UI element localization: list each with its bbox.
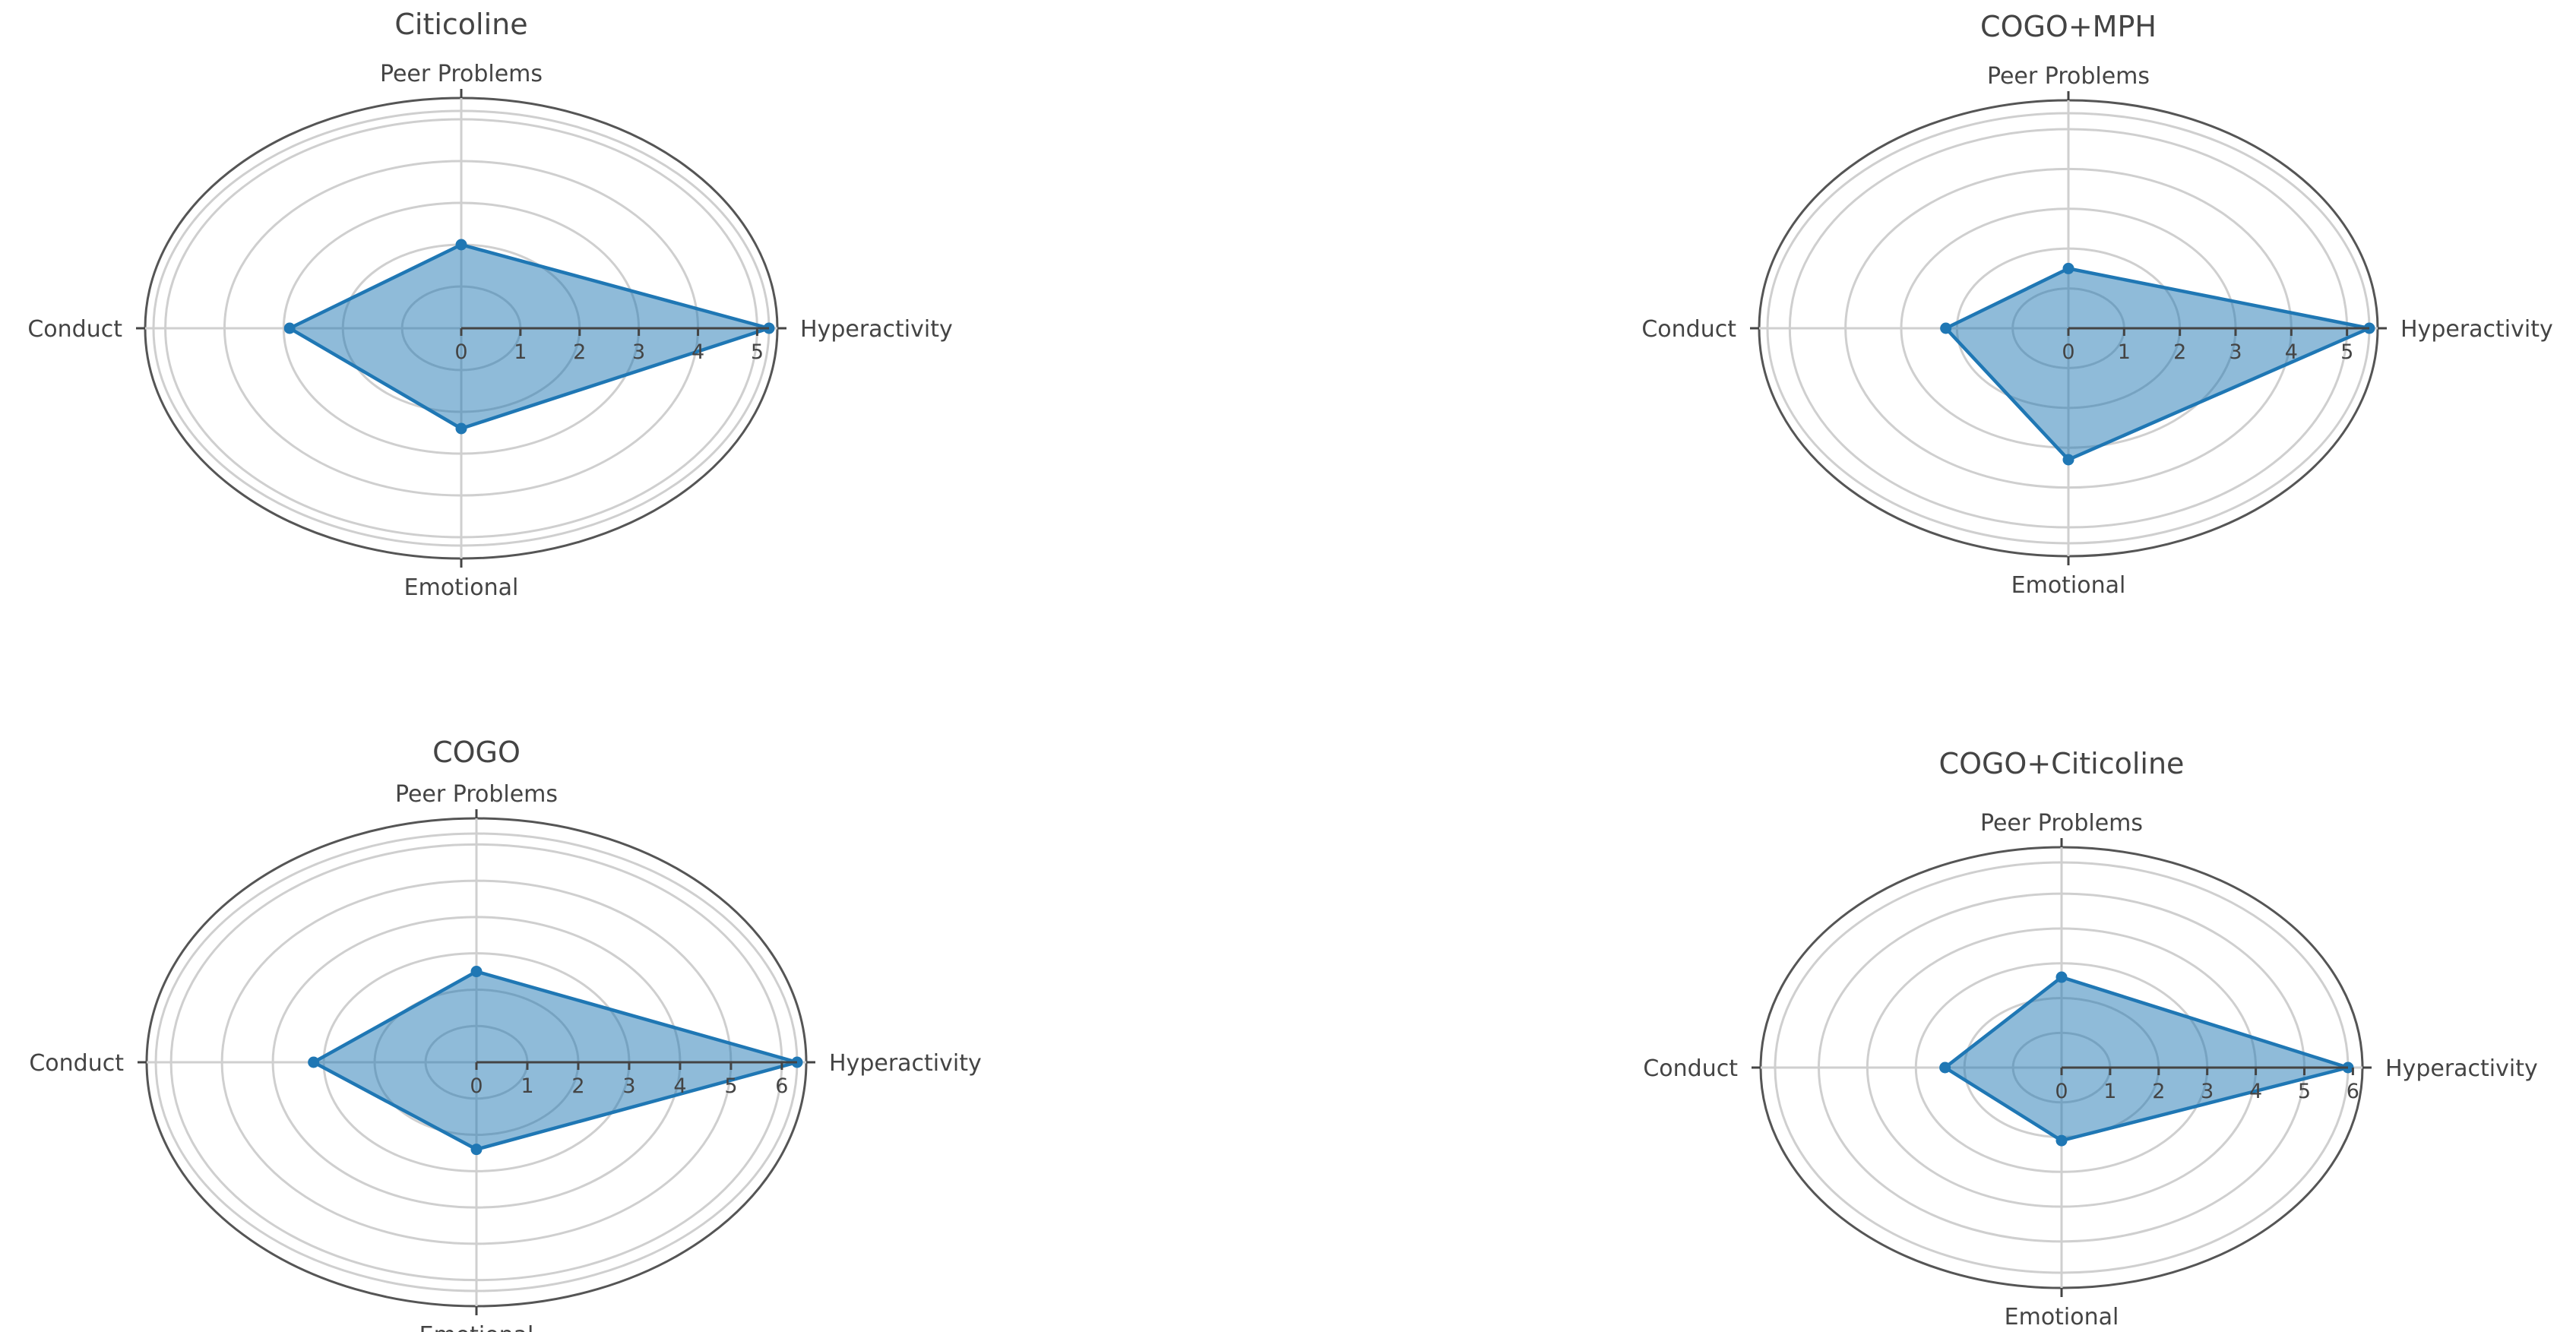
radial-tick-label: 3 — [622, 1074, 635, 1098]
radar-panel-cogo-mph: COGO+MPH 0 1 2 3 4 5 Hyperactivity Peer Problems… — [1641, 10, 2552, 599]
data-point-conduct — [1939, 1061, 1951, 1074]
radial-tick-label: 3 — [2201, 1080, 2214, 1103]
data-point-peer-problems — [2062, 262, 2074, 274]
radial-tick-label: 0 — [2055, 1080, 2068, 1103]
data-point-emotional — [470, 1144, 483, 1156]
category-label-hyperactivity: Hyperactivity — [829, 1050, 982, 1077]
chart-title: Citicoline — [394, 8, 527, 41]
category-label-peer-problems: Peer Problems — [1987, 63, 2150, 90]
data-point-peer-problems — [455, 239, 467, 251]
radar-panel-citicoline: Citicoline 0 1 2 3 4 5 Hyperactivity Peer Proble… — [27, 8, 952, 601]
series-area — [287, 242, 771, 431]
category-label-hyperactivity: Hyperactivity — [800, 316, 953, 343]
data-point-peer-problems — [470, 966, 483, 978]
radial-tick-label: 0 — [454, 340, 467, 364]
category-label-peer-problems: Peer Problems — [395, 781, 558, 808]
category-label-conduct: Conduct — [27, 316, 122, 343]
category-label-emotional: Emotional — [419, 1322, 534, 1332]
category-label-emotional: Emotional — [404, 574, 519, 601]
category-label-hyperactivity: Hyperactivity — [2400, 316, 2553, 343]
radial-tick-label: 6 — [2347, 1080, 2359, 1103]
category-label-conduct: Conduct — [1641, 316, 1736, 343]
radial-tick-label: 1 — [514, 340, 527, 364]
data-point-conduct — [283, 322, 296, 334]
series-area — [1943, 975, 2350, 1143]
series-area — [312, 970, 799, 1151]
chart-title: COGO — [432, 736, 521, 769]
radial-tick-label: 4 — [691, 340, 704, 364]
radial-tick-label: 0 — [2062, 340, 2074, 364]
radial-tick-label: 5 — [2298, 1080, 2311, 1103]
data-point-emotional — [2062, 454, 2074, 466]
category-label-conduct: Conduct — [1643, 1055, 1738, 1082]
category-label-conduct: Conduct — [29, 1050, 124, 1077]
data-point-conduct — [308, 1056, 320, 1068]
radial-tick-label: 5 — [751, 340, 764, 364]
radial-tick-label: 5 — [724, 1074, 737, 1098]
radial-tick-label: 4 — [2249, 1080, 2262, 1103]
radial-tick-label: 3 — [2229, 340, 2242, 364]
radar-panel-cogo-citicoline: COGO+Citicoline 0 1 2 3 4 5 6 Hyperactivity Peer … — [1643, 747, 2537, 1330]
data-point-conduct — [1940, 322, 1952, 334]
category-label-peer-problems: Peer Problems — [380, 61, 543, 87]
radial-tick-label: 0 — [470, 1074, 483, 1098]
radial-tick-label: 2 — [2152, 1080, 2165, 1103]
data-point-peer-problems — [2055, 971, 2068, 983]
category-label-peer-problems: Peer Problems — [1980, 810, 2143, 837]
data-point-emotional — [455, 422, 467, 435]
radial-tick-label: 2 — [573, 340, 586, 364]
radial-tick-label: 5 — [2340, 340, 2353, 364]
category-label-emotional: Emotional — [2005, 1304, 2119, 1330]
chart-title: COGO+Citicoline — [1939, 747, 2185, 780]
radial-tick-label: 1 — [521, 1074, 533, 1098]
radial-tick-label: 6 — [775, 1074, 788, 1098]
radial-tick-label: 2 — [2173, 340, 2186, 364]
category-label-hyperactivity: Hyperactivity — [2385, 1055, 2538, 1082]
radial-tick-label: 2 — [571, 1074, 584, 1098]
radial-tick-label: 1 — [2118, 340, 2131, 364]
radial-tick-label: 4 — [673, 1074, 686, 1098]
radial-tick-label: 4 — [2285, 340, 2298, 364]
chart-title: COGO+MPH — [1980, 10, 2157, 43]
radar-panel-cogo: COGO 0 1 2 3 4 5 6 Hyperactivity Peer Problems Con… — [29, 736, 981, 1332]
data-point-emotional — [2055, 1134, 2068, 1147]
radial-tick-label: 1 — [2103, 1080, 2116, 1103]
category-label-emotional: Emotional — [2011, 572, 2126, 599]
radial-tick-label: 3 — [632, 340, 645, 364]
